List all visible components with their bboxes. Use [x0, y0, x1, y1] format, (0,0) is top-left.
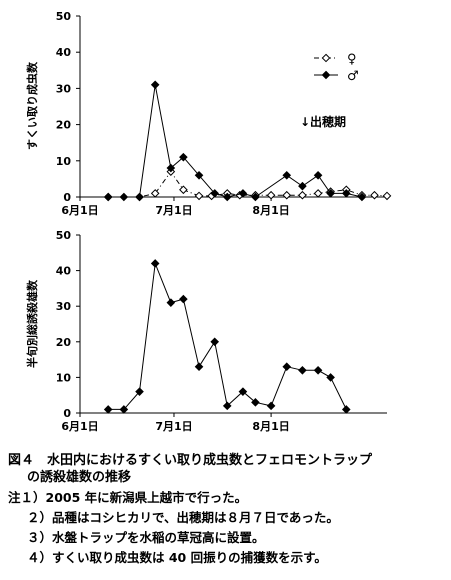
- data-point-male: [266, 401, 276, 411]
- y-tick-label: 30: [56, 300, 72, 313]
- data-point-male: [282, 362, 292, 372]
- y-tick-label: 20: [56, 336, 72, 349]
- data-point-male: [150, 80, 160, 90]
- data-point-male: [179, 152, 188, 162]
- y-tick-label: 0: [63, 191, 71, 204]
- x-tick-label: 7月1日: [155, 204, 192, 217]
- caption-title-line2: の誘殺雄数の推移: [27, 470, 132, 485]
- y-tick-label: 10: [56, 155, 72, 168]
- y-tick-label: 40: [56, 46, 72, 59]
- note-3: ３）水盤トラップを水稲の草冠高に設置。: [27, 530, 265, 545]
- data-point-female: [382, 191, 392, 201]
- chart-top: 0 10 20 30 40 50 6月1日 7月1日 8月1日 すくい取り成虫数 ♀ ♂ ↓出穂期: [25, 10, 392, 217]
- legend-label: ♂: [347, 69, 359, 84]
- data-point-female: [194, 191, 204, 201]
- data-point-female: [150, 189, 160, 198]
- data-point-male: [194, 170, 204, 180]
- data-point-male: [357, 192, 367, 202]
- data-point-male: [210, 337, 220, 347]
- data-point-female: [179, 185, 188, 195]
- y-axis-label: すくい取り成虫数: [25, 61, 39, 150]
- x-tick-label: 8月1日: [252, 204, 289, 217]
- y-tick-label: 40: [56, 265, 72, 278]
- data-point-male: [341, 189, 351, 198]
- data-point-male: [313, 365, 323, 375]
- data-point-male: [298, 365, 307, 375]
- x-tick-label: 7月1日: [155, 420, 192, 433]
- data-point-female: [266, 190, 276, 200]
- heading-annotation: ↓出穂期: [300, 114, 346, 129]
- legend-marker: [321, 53, 331, 63]
- data-point-female: [370, 190, 379, 200]
- y-tick-label: 30: [56, 82, 72, 95]
- data-point-female: [282, 190, 292, 200]
- note-1: 注１）2005 年に新潟県上越市で行った。: [8, 490, 248, 505]
- data-point-male: [166, 298, 176, 307]
- y-tick-label: 50: [56, 229, 72, 242]
- y-tick-label: 50: [56, 10, 72, 23]
- y-tick-label: 20: [56, 119, 72, 132]
- caption-title-line1: 図４ 水田内におけるすくい取り成虫数とフェロモントラップ: [8, 453, 373, 468]
- data-point-male: [119, 405, 129, 414]
- data-point-male: [298, 181, 307, 191]
- data-point-male: [210, 189, 220, 198]
- data-point-female: [298, 190, 307, 200]
- legend-label: ♀: [347, 52, 357, 67]
- y-tick-label: 0: [63, 407, 71, 420]
- x-tick-label: 6月1日: [61, 204, 98, 217]
- data-point-male: [326, 189, 335, 198]
- data-point-female: [313, 189, 323, 198]
- data-point-male: [103, 405, 113, 414]
- figure-notes: 注１）2005 年に新潟県上越市で行った。 ２）品種はコシヒカリで、出穂期は８月…: [8, 488, 448, 568]
- data-point-male: [179, 294, 188, 304]
- data-point-male: [119, 192, 129, 202]
- series-line: [108, 263, 347, 410]
- data-point-male: [166, 163, 176, 173]
- x-tick-label: 8月1日: [252, 420, 289, 433]
- data-point-male: [238, 387, 248, 396]
- data-point-male: [238, 189, 248, 198]
- note-2: ２）品種はコシヒカリで、出穂期は８月７日であった。: [27, 510, 339, 525]
- data-point-male: [313, 170, 323, 180]
- chart-bottom: 0 10 20 30 40 50 6月1日 7月1日 8月1日 半旬別総誘殺雄数: [25, 229, 387, 433]
- data-point-male: [251, 398, 260, 407]
- x-tick-label: 6月1日: [61, 420, 98, 433]
- data-point-male: [135, 387, 144, 396]
- figure-canvas: 0 10 20 30 40 50 6月1日 7月1日 8月1日 すくい取り成虫数 ♀ ♂ ↓出穂期 0 1…: [25, 10, 392, 433]
- data-point-male: [326, 373, 335, 382]
- y-tick-label: 10: [56, 371, 72, 384]
- data-point-male: [150, 259, 160, 268]
- data-point-male: [135, 192, 144, 202]
- note-4: ４）すくい取り成虫数は 40 回振りの捕獲数を示す。: [27, 550, 327, 565]
- data-point-male: [194, 362, 204, 372]
- figure-caption: 図４ 水田内におけるすくい取り成虫数とフェロモントラップ の誘殺雄数の推移: [8, 452, 448, 486]
- data-point-male: [222, 401, 232, 411]
- data-point-male: [222, 192, 232, 202]
- data-point-male: [341, 405, 351, 414]
- series-line: [108, 84, 363, 198]
- data-point-male: [103, 192, 113, 202]
- data-point-male: [251, 192, 260, 202]
- data-point-male: [282, 170, 292, 180]
- y-axis-label: 半旬別総誘殺雄数: [25, 279, 39, 368]
- legend-marker: [321, 70, 331, 80]
